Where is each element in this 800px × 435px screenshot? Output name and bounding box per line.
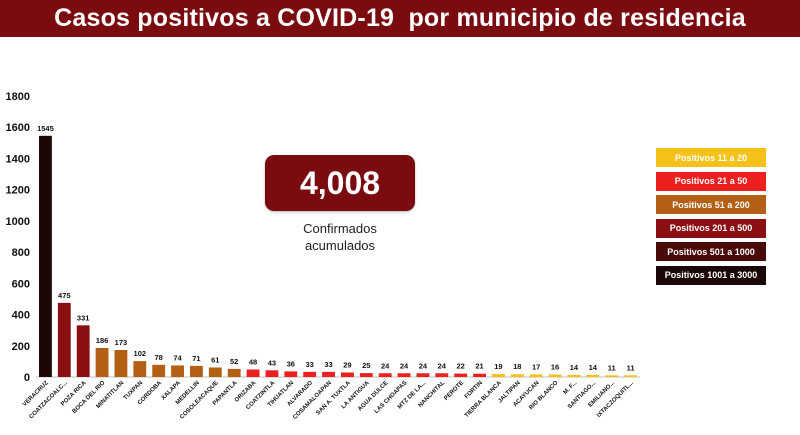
- y-tick-label: 1800: [6, 91, 30, 103]
- bar: [435, 373, 449, 377]
- y-tick-label: 800: [12, 247, 30, 259]
- bar: [171, 365, 184, 377]
- bar: [548, 374, 562, 377]
- bar: [39, 135, 52, 377]
- total-confirmed-caption: Confirmados acumulados: [265, 220, 415, 254]
- data-label: 14: [570, 363, 579, 372]
- data-label: 43: [268, 358, 276, 367]
- data-label: 48: [249, 358, 257, 367]
- data-label: 71: [192, 354, 200, 363]
- x-tick-label: PEROTE: [443, 380, 465, 402]
- legend-item-0: Positivos 11 a 20: [656, 148, 766, 167]
- data-label: 475: [58, 291, 71, 300]
- bar: [284, 371, 298, 377]
- data-label: 33: [324, 360, 332, 369]
- bar: [208, 367, 222, 377]
- bar: [76, 325, 90, 377]
- bar: [303, 371, 317, 377]
- legend: Positivos 11 a 20 Positivos 21 a 50 Positi…: [656, 148, 766, 289]
- bar: [624, 375, 637, 377]
- data-label: 61: [211, 355, 219, 364]
- bar: [359, 373, 373, 377]
- legend-item-4: Positivos 501 a 1000: [656, 242, 766, 261]
- title-bar: Casos positivos a COVID-19 por municipio…: [0, 0, 800, 37]
- legend-item-2: Positivos 51 a 200: [656, 195, 766, 214]
- bar: [57, 302, 71, 377]
- total-caption-line2: acumulados: [304, 238, 376, 253]
- x-tick-label: M. F...: [563, 380, 579, 396]
- y-tick-label: 200: [12, 341, 30, 353]
- bar: [265, 370, 279, 377]
- y-tick-label: 1200: [6, 185, 30, 197]
- bar: [114, 349, 128, 377]
- data-label: 24: [438, 361, 447, 370]
- bar: [397, 373, 411, 377]
- total-caption-line1: Confirmados: [303, 221, 377, 236]
- data-label: 36: [287, 359, 295, 368]
- bar: [246, 369, 260, 377]
- data-label: 33: [306, 360, 314, 369]
- data-label: 331: [77, 313, 90, 322]
- x-tick-label: SAN A. TUXTLA: [315, 380, 352, 417]
- data-label: 19: [494, 362, 502, 371]
- total-confirmed-box: 4,008: [265, 155, 415, 211]
- x-tick-label: IXTACZOQUITL...: [596, 380, 635, 419]
- bar: [378, 373, 392, 377]
- data-label: 16: [551, 363, 559, 372]
- bar: [492, 374, 505, 377]
- data-label: 22: [457, 362, 465, 371]
- bar: [586, 374, 600, 377]
- legend-item-3: Positivos 201 a 500: [656, 218, 766, 238]
- data-label: 173: [115, 338, 128, 347]
- data-label: 186: [96, 336, 109, 345]
- bar: [567, 374, 581, 377]
- data-label: 11: [608, 363, 616, 372]
- bar: [605, 375, 619, 377]
- bar: [133, 361, 147, 377]
- legend-item-1: Positivos 21 a 50: [656, 171, 766, 191]
- y-tick-label: 0: [24, 372, 30, 384]
- y-tick-label: 400: [12, 310, 30, 322]
- data-label: 14: [589, 363, 598, 372]
- legend-item-5: Positivos 1001 a 3000: [656, 265, 766, 285]
- bar: [152, 364, 166, 377]
- y-tick-label: 1400: [6, 153, 30, 165]
- bar: [416, 373, 430, 377]
- data-label: 78: [155, 353, 163, 362]
- y-tick-label: 1000: [6, 216, 30, 228]
- data-label: 25: [362, 361, 370, 370]
- page-title: Casos positivos a COVID-19 por municipio…: [54, 4, 746, 32]
- y-tick-label: 1600: [6, 122, 30, 134]
- data-label: 24: [400, 361, 409, 370]
- bar: [529, 374, 543, 377]
- bar: [322, 371, 335, 377]
- data-label: 21: [475, 362, 483, 371]
- data-label: 29: [343, 360, 351, 369]
- bar: [227, 368, 241, 377]
- bar: [473, 373, 486, 377]
- data-label: 24: [419, 361, 428, 370]
- data-label: 18: [513, 362, 521, 371]
- data-label: 74: [173, 353, 182, 362]
- x-tick-label: BOCA DEL RIO: [72, 380, 107, 415]
- data-label: 24: [381, 361, 390, 370]
- total-confirmed-value: 4,008: [299, 164, 381, 201]
- data-label: 1545: [37, 124, 54, 133]
- data-label: 17: [532, 362, 540, 371]
- bar: [510, 374, 524, 377]
- data-label: 52: [230, 357, 238, 366]
- bar: [341, 372, 354, 377]
- data-label: 11: [627, 363, 635, 372]
- y-tick-label: 600: [12, 278, 30, 290]
- bar: [95, 347, 109, 377]
- data-label: 102: [134, 349, 147, 358]
- bar: [454, 373, 468, 377]
- bar: [190, 365, 203, 377]
